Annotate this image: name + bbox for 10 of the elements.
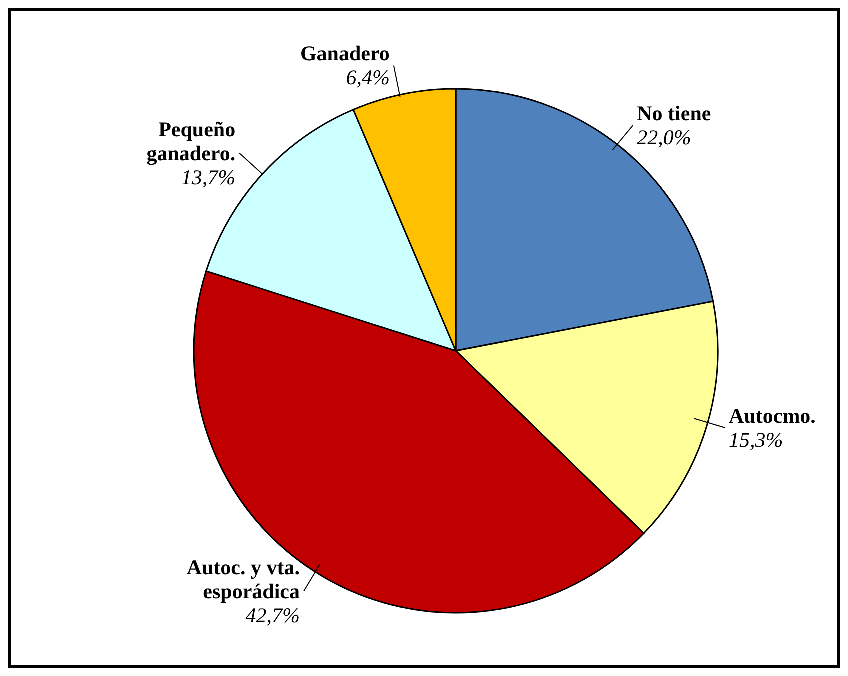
slice-label: Pequeño ganadero.: [146, 117, 236, 166]
slice-label: Autocmo.: [729, 404, 816, 428]
data-label: 6,4%: [346, 66, 390, 90]
slice-label: Autoc. y vta. esporádica: [186, 555, 300, 604]
data-label: 15,3%: [729, 428, 784, 452]
data-label: 42,7%: [246, 603, 300, 628]
data-label: 13,7%: [181, 165, 236, 190]
slice-label: No tiene: [637, 102, 712, 126]
data-label: 22,0%: [637, 126, 692, 150]
slice-label: Ganadero: [300, 42, 390, 66]
